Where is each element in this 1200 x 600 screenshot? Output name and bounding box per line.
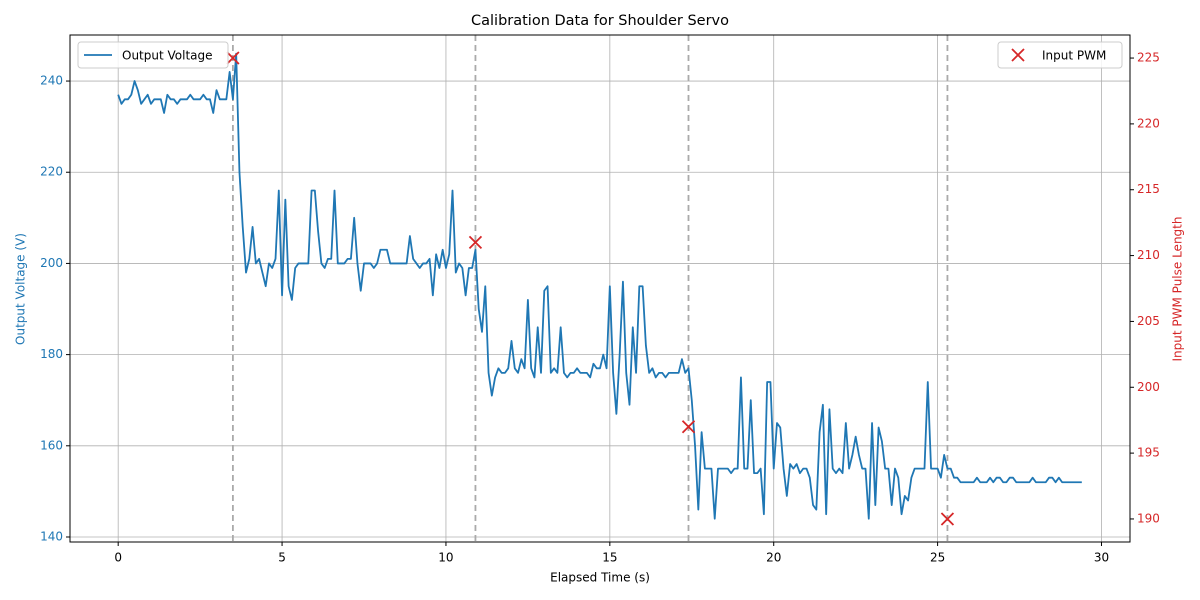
y-tick-label: 240 xyxy=(40,74,63,88)
y-axis-label: Output Voltage (V) xyxy=(14,233,28,345)
legend-label: Input PWM xyxy=(1042,49,1106,63)
x-tick-label: 30 xyxy=(1094,551,1109,565)
y2-axis-label: Input PWM Pulse Length xyxy=(1171,217,1185,362)
y2-tick-label: 205 xyxy=(1137,314,1160,328)
x-tick-label: 20 xyxy=(766,551,781,565)
y-tick-label: 140 xyxy=(40,529,63,543)
y2-tick-label: 225 xyxy=(1137,51,1160,65)
x-tick-label: 0 xyxy=(114,551,122,565)
legend-box xyxy=(997,41,1123,69)
y-tick-label: 200 xyxy=(40,256,63,270)
y-tick-label: 160 xyxy=(40,438,63,452)
scatter-marker xyxy=(468,235,483,250)
x-axis-label: Elapsed Time (s) xyxy=(550,571,650,585)
x-tick-label: 25 xyxy=(930,551,945,565)
y2-tick-label: 195 xyxy=(1137,446,1160,460)
x-tick-label: 15 xyxy=(602,551,617,565)
scatter-marker xyxy=(226,51,240,65)
legend-marker xyxy=(1011,48,1025,62)
line xyxy=(117,52,1082,520)
y-tick-label: 180 xyxy=(40,347,63,361)
legend-box xyxy=(77,41,229,69)
plot-frame xyxy=(69,34,1131,543)
x-tick-label: 5 xyxy=(278,551,286,565)
y2-tick-label: 215 xyxy=(1137,182,1160,196)
chart-title: Calibration Data for Shoulder Servo xyxy=(471,13,729,29)
x-tick-label: 10 xyxy=(438,551,453,565)
y2-tick-label: 190 xyxy=(1137,511,1160,525)
legend-label: Output Voltage xyxy=(122,49,213,63)
y2-tick-label: 210 xyxy=(1137,248,1160,262)
scatter-marker xyxy=(940,512,955,526)
y-tick-label: 220 xyxy=(40,165,63,179)
y2-tick-label: 220 xyxy=(1137,116,1160,130)
y2-tick-label: 200 xyxy=(1137,380,1160,394)
scatter-marker xyxy=(681,420,696,434)
